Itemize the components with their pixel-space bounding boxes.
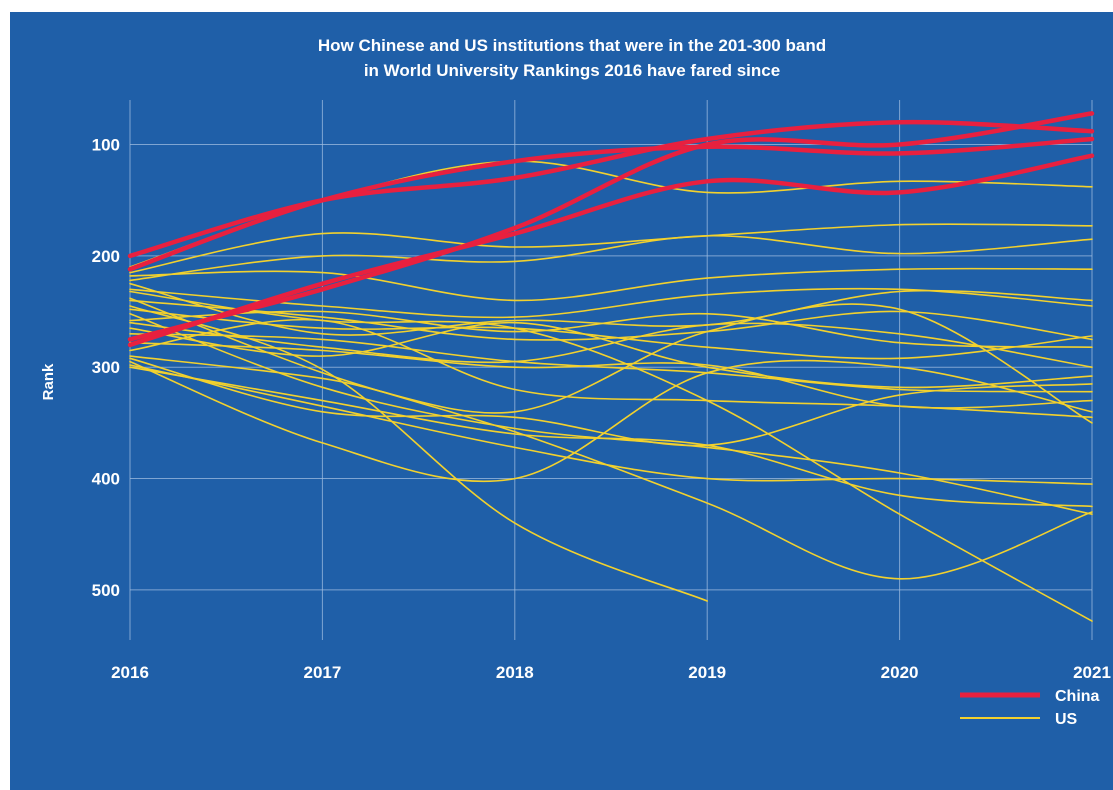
us-series-line bbox=[129, 234, 1093, 282]
china-series-line bbox=[127, 153, 1095, 348]
us-series-line bbox=[129, 333, 1093, 393]
us-series-line bbox=[129, 318, 1093, 419]
axis-ticks: 2016 2017 2018 2019 2020 2021 100 200 300 400 500 bbox=[92, 136, 1111, 682]
us-series-line bbox=[129, 223, 1093, 274]
x-tick-label: 2020 bbox=[881, 663, 919, 682]
us-series-line bbox=[129, 364, 1093, 485]
us-series-line bbox=[129, 303, 1093, 424]
china-series-line bbox=[127, 111, 1095, 342]
us-series-line bbox=[129, 308, 1093, 360]
us-series-line bbox=[129, 357, 1093, 447]
x-tick-label: 2018 bbox=[496, 663, 534, 682]
us-series-line bbox=[129, 299, 1093, 341]
chart-title-line-2: in World University Rankings 2016 have f… bbox=[364, 61, 780, 80]
us-series-line bbox=[129, 321, 1093, 389]
china-series-line bbox=[127, 119, 1095, 259]
us-series-line bbox=[129, 282, 1093, 336]
us-series-line bbox=[129, 290, 1093, 622]
y-tick-label: 500 bbox=[92, 581, 120, 600]
china-series-group bbox=[127, 111, 1095, 348]
y-tick-label: 100 bbox=[92, 136, 120, 155]
chart-panel: How Chinese and US institutions that wer… bbox=[10, 12, 1113, 790]
us-series-line bbox=[129, 313, 1093, 515]
x-tick-label: 2017 bbox=[303, 663, 341, 682]
us-series-line bbox=[129, 297, 1093, 580]
us-series-line bbox=[129, 267, 1093, 302]
us-series-line bbox=[129, 310, 1093, 348]
y-axis-label: Rank bbox=[40, 363, 57, 400]
us-series-line bbox=[129, 321, 1093, 368]
china-series-line bbox=[127, 136, 1095, 272]
legend-us-label: US bbox=[1055, 711, 1078, 728]
legend: China US bbox=[960, 688, 1100, 728]
y-tick-label: 400 bbox=[92, 470, 120, 489]
us-series-line bbox=[129, 366, 1093, 508]
y-tick-label: 200 bbox=[92, 247, 120, 266]
chart-title-line-1: How Chinese and US institutions that wer… bbox=[318, 36, 826, 55]
us-series-line bbox=[129, 305, 708, 602]
y-tick-label: 300 bbox=[92, 358, 120, 377]
line-chart: How Chinese and US institutions that wer… bbox=[40, 36, 1111, 728]
us-series-line bbox=[129, 359, 1093, 483]
x-tick-label: 2019 bbox=[688, 663, 726, 682]
x-tick-label: 2016 bbox=[111, 663, 149, 682]
legend-china-label: China bbox=[1055, 688, 1100, 705]
x-tick-label: 2021 bbox=[1073, 663, 1111, 682]
us-series-group bbox=[129, 160, 1093, 622]
